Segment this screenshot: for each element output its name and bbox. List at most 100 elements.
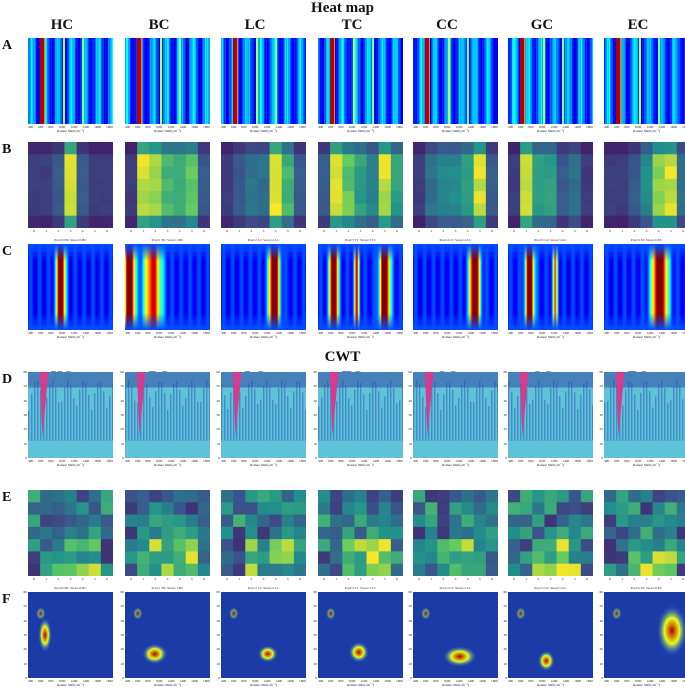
- spectrum-band: [246, 38, 248, 124]
- spectrum-band: [101, 38, 103, 124]
- grid-cell: [354, 539, 367, 552]
- grid-cell: [378, 215, 392, 228]
- spectrum-band: [130, 38, 132, 124]
- gradcam-band: [673, 244, 675, 330]
- gradcam-band: [479, 244, 481, 330]
- grid-cell: [413, 203, 426, 217]
- grid-cell: [425, 166, 438, 180]
- grid-cell: [52, 490, 65, 503]
- gradcam-band: [433, 244, 435, 330]
- gradcam-band: [459, 244, 461, 330]
- y-tick: 60: [503, 590, 508, 594]
- grid-cell: [149, 191, 162, 204]
- grid-cell: [580, 215, 593, 228]
- gradcam-band: [72, 244, 74, 330]
- cwt-cone: [615, 372, 625, 437]
- spectrum-band: [485, 38, 487, 124]
- x-tick: 400: [413, 459, 419, 463]
- cwt-ridge: [482, 384, 484, 441]
- spectrum-band: [607, 38, 609, 124]
- grid-cell: [473, 178, 487, 192]
- y-tick: 30: [503, 413, 508, 417]
- gradcam-band: [626, 244, 628, 330]
- gradcam-blob: [515, 606, 526, 621]
- gradcam-band: [362, 244, 364, 330]
- x-axis-label: Raman Shift(cm⁻¹): [249, 335, 278, 339]
- spectrum-band: [609, 38, 611, 124]
- grid-cell: [76, 166, 90, 180]
- spectrum-band: [569, 38, 571, 124]
- spectrum-band: [440, 38, 442, 124]
- cwt-ridge: [664, 388, 666, 441]
- spectrum-band: [641, 38, 643, 124]
- spectrum-band: [414, 38, 416, 124]
- grid-cell: [449, 166, 462, 180]
- spectrum-band: [673, 38, 675, 124]
- gradcam-band: [632, 244, 634, 330]
- gradcam-band: [186, 244, 188, 330]
- spectrum-band: [226, 38, 228, 124]
- cwt-ridge: [574, 392, 576, 441]
- grid-cell: [161, 490, 174, 503]
- panel-B-cc: [413, 142, 498, 228]
- cwt-ridge: [209, 384, 210, 441]
- spectrum-band: [682, 38, 684, 124]
- spectrum-band: [131, 38, 133, 124]
- gradcam-band: [457, 244, 459, 330]
- spectrum-band: [509, 38, 511, 124]
- y-tick: 20: [216, 647, 221, 652]
- grid-cell: [378, 526, 392, 540]
- spectrum-band: [53, 38, 55, 124]
- grid-cell: [100, 502, 113, 515]
- cwt-ridge: [305, 409, 306, 441]
- spectrum-band: [446, 38, 448, 124]
- grid-cell: [100, 563, 113, 576]
- grid-cell: [100, 203, 113, 217]
- gradcam-band: [302, 244, 304, 330]
- spectrum-band: [649, 38, 651, 124]
- grid-cell: [461, 551, 475, 565]
- y-tick: 50: [503, 384, 508, 389]
- grid-cell: [28, 166, 41, 180]
- gradcam-band: [318, 244, 320, 330]
- cwt-top-band: [318, 372, 403, 388]
- spectrum-band: [429, 38, 431, 124]
- spectrum-band: [110, 38, 112, 124]
- gradcam-band: [391, 244, 393, 330]
- grid-cell: [40, 514, 53, 528]
- gradcam-band: [231, 244, 233, 330]
- gradcam-band: [589, 244, 591, 330]
- x-tick: 1200: [70, 679, 78, 683]
- grid-cell: [413, 215, 426, 228]
- grid-tick: 0: [130, 229, 132, 233]
- gradcam-band: [657, 244, 659, 330]
- gradcam-band: [182, 244, 184, 330]
- grid-cell: [342, 191, 355, 204]
- spectrum-band: [514, 38, 516, 124]
- spectrum-band: [245, 38, 247, 124]
- gradcam-band: [544, 244, 546, 330]
- grid-cell: [508, 563, 521, 576]
- spectrum-band: [299, 38, 301, 124]
- spectrum-band: [465, 38, 467, 124]
- grid-cell: [556, 502, 570, 515]
- gradcam-band: [647, 244, 649, 330]
- spectrum-band: [447, 38, 449, 124]
- gradcam-band: [401, 244, 403, 330]
- grid-cell: [437, 178, 450, 192]
- spectrum-band: [134, 38, 136, 124]
- grid-cell: [449, 514, 462, 528]
- spectrum-band: [643, 38, 645, 124]
- cwt-ridge: [470, 401, 472, 441]
- x-tick: 1000: [58, 459, 66, 463]
- row-letter: B: [2, 142, 12, 157]
- grid-cell: [652, 526, 666, 540]
- grid-cell: [257, 178, 270, 192]
- grid-tick: 4: [561, 577, 564, 581]
- grid-cell: [544, 526, 557, 540]
- gradcam-band: [254, 244, 256, 330]
- spectrum-band: [347, 38, 349, 124]
- x-axis-label: Raman Shift(cm⁻¹): [153, 463, 182, 467]
- gradcam-band: [96, 244, 98, 330]
- gradcam-band: [484, 244, 486, 330]
